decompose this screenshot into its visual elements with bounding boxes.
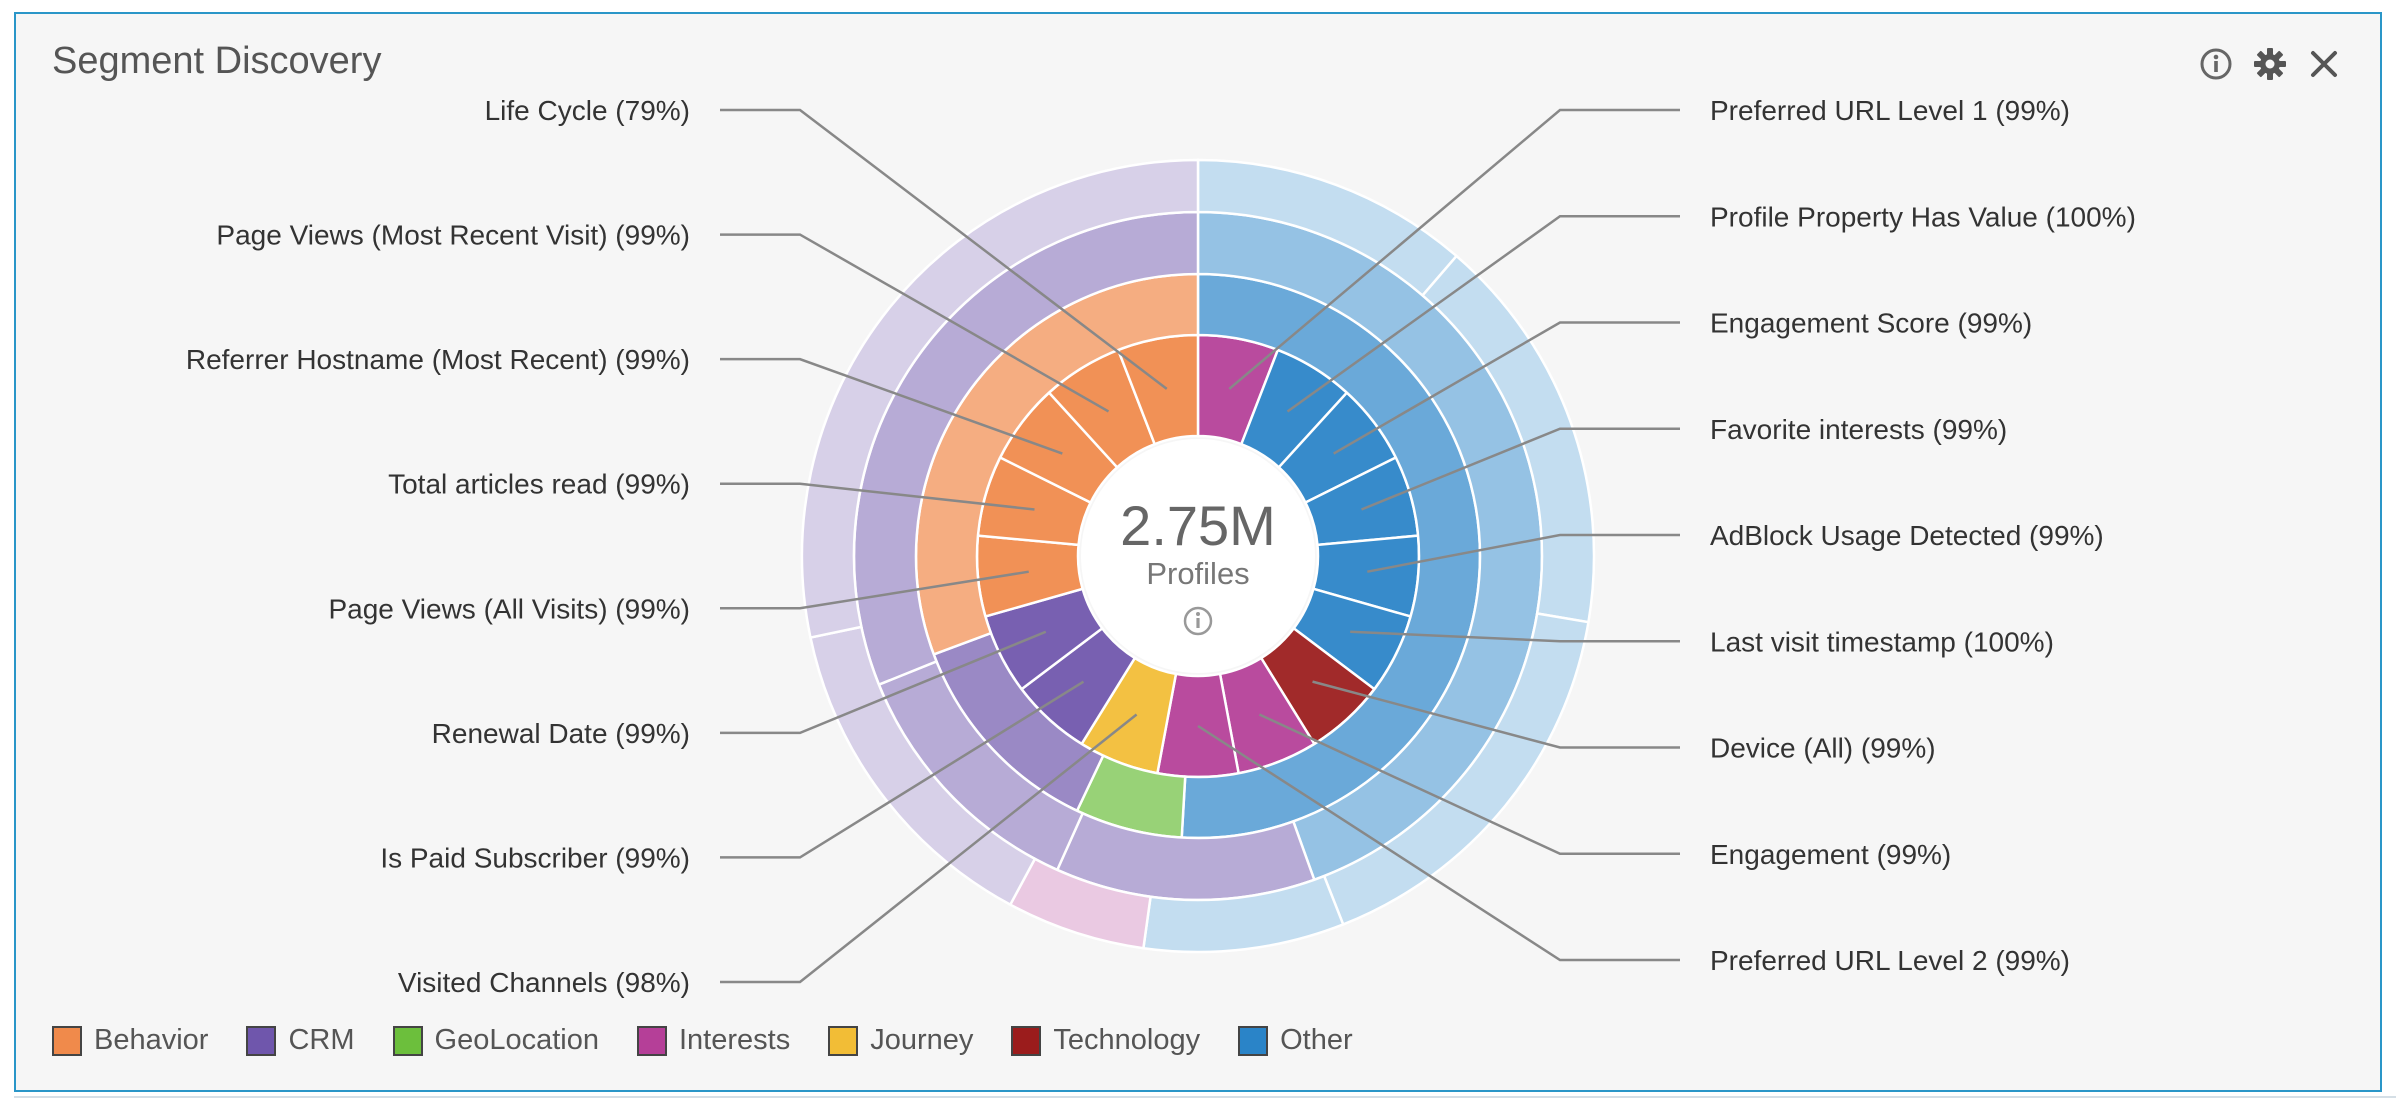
legend-item[interactable]: Journey [828,1024,973,1057]
leader-line [1350,630,1680,643]
center-label: Profiles [1146,556,1249,591]
ring-4-wedge[interactable] [800,158,1200,640]
legend-item[interactable]: Technology [1011,1024,1200,1057]
panel-title: Segment Discovery [52,40,382,82]
segment-label[interactable]: Page Views (Most Recent Visit) (99%) [216,220,690,251]
gear-icon[interactable] [2252,46,2288,82]
segment-label[interactable]: AdBlock Usage Detected (99%) [1710,520,2104,551]
legend-swatch [52,1025,82,1056]
chart-legend: Behavior CRM GeoLocation Interests Journey Te… [52,1024,1353,1057]
leader-line [1361,427,1680,511]
legend-swatch [392,1025,423,1056]
legend-swatch [636,1025,667,1056]
center-disc [1081,439,1315,673]
segment-label[interactable]: Engagement (99%) [1710,839,1951,870]
leader-line [1333,321,1680,455]
leader-lines [720,108,1680,984]
segment-label[interactable]: Preferred URL Level 1 (99%) [1710,95,2070,126]
segment-label[interactable]: Total articles read (99%) [388,469,690,500]
leader-line [1367,533,1680,573]
leader-line [1312,680,1680,749]
center-value: 2.75M [1120,494,1276,557]
segment-label[interactable]: Last visit timestamp (100%) [1710,626,2054,657]
leader-line [1197,724,1680,962]
segment-label[interactable]: Visited Channels (98%) [398,967,690,998]
legend-label: Behavior [94,1024,209,1056]
legend-item[interactable]: Other [1238,1024,1353,1057]
segment-label[interactable]: Device (All) (99%) [1710,733,1936,764]
legend-item[interactable]: Behavior [52,1024,208,1057]
segment-label[interactable]: Engagement Score (99%) [1710,308,2032,339]
legend-label: Other [1280,1024,1353,1056]
legend-item[interactable]: CRM [246,1024,355,1057]
segment-label[interactable]: Referrer Hostname (Most Recent) (99%) [186,344,690,375]
legend-label: Journey [870,1024,974,1056]
legend-item[interactable]: Interests [636,1024,791,1057]
leader-line [720,680,1085,859]
segment-label[interactable]: Profile Property Has Value (100%) [1710,201,2136,232]
segment-label[interactable]: Is Paid Subscriber (99%) [380,842,690,873]
legend-swatch [828,1025,859,1056]
segment-label[interactable]: Favorite interests (99%) [1710,414,2007,445]
leader-line [1258,713,1680,855]
chart-center: 2.75M Profiles [1081,439,1315,673]
chart-rings [800,158,1596,954]
segment-label[interactable]: Life Cycle (79%) [485,95,690,126]
leader-line [1286,215,1680,413]
legend-swatch [1238,1025,1269,1056]
legend-swatch [1011,1025,1042,1056]
leader-line [1228,108,1680,390]
info-icon[interactable] [2198,46,2234,82]
legend-label: Technology [1053,1024,1201,1056]
leader-line [720,233,1110,413]
leader-line [720,570,1029,610]
segment-label[interactable]: Renewal Date (99%) [432,718,690,749]
panel-toolbar [2198,46,2342,82]
segment-label[interactable]: Preferred URL Level 2 (99%) [1710,945,2070,976]
segment-label[interactable]: Page Views (All Visits) (99%) [328,593,690,624]
leader-line [720,482,1035,511]
close-icon[interactable] [2306,46,2342,82]
leader-line [720,108,1168,390]
bottom-divider [14,1096,2396,1098]
legend-label: GeoLocation [434,1024,599,1056]
legend-label: Interests [678,1024,791,1056]
legend-swatch [246,1025,277,1056]
leader-line [720,713,1138,984]
legend-label: CRM [288,1024,355,1056]
leader-line [720,630,1047,735]
leader-line [720,357,1063,455]
segment-labels: Preferred URL Level 1 (99%) Profile Prope… [186,95,2136,998]
center-info-icon[interactable] [1183,606,1213,636]
legend-item[interactable]: GeoLocation [392,1024,599,1057]
